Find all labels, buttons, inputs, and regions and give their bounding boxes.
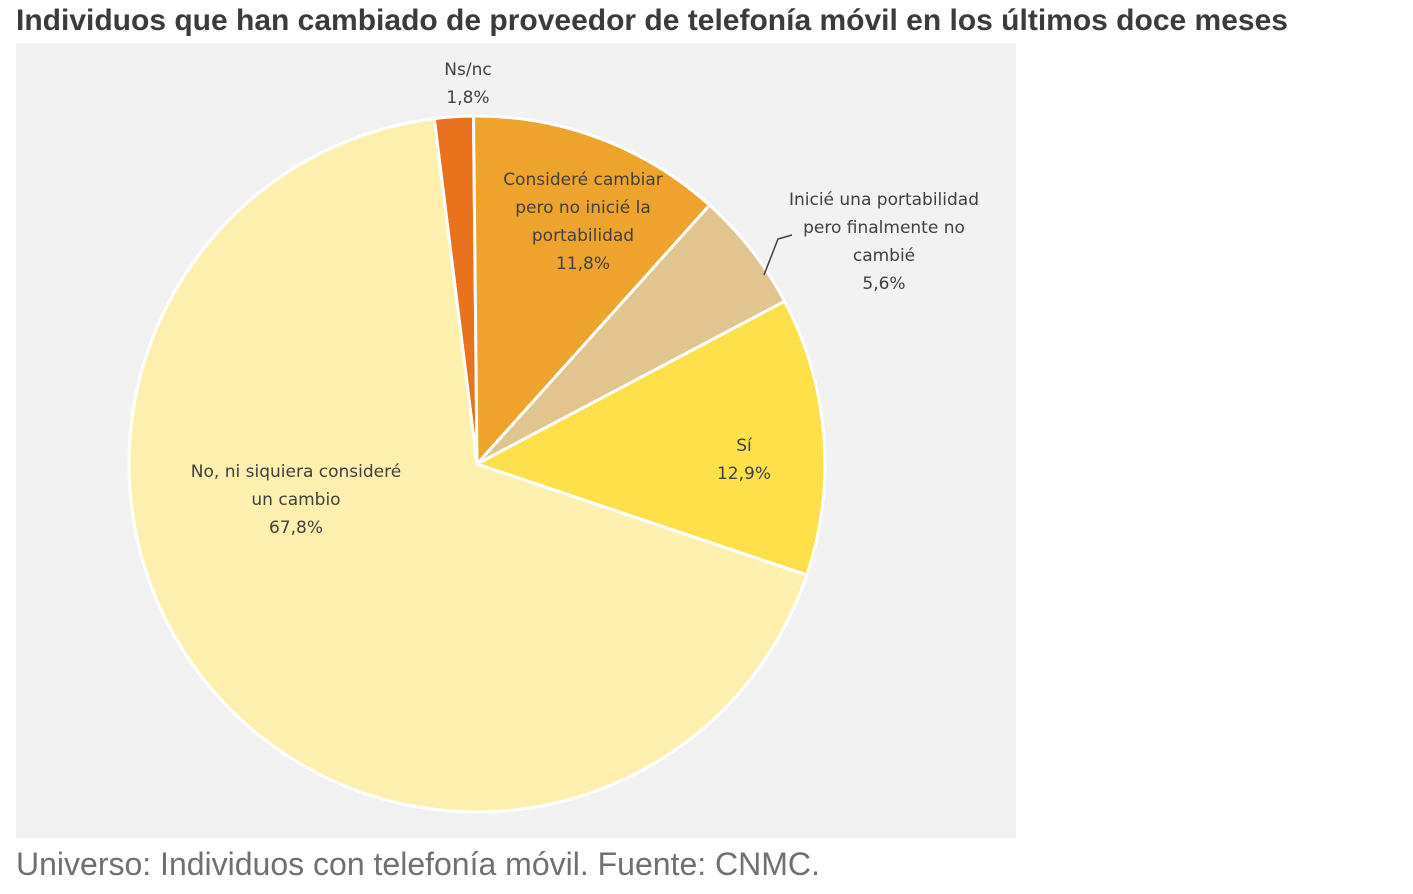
slice-value-label: 67,8%: [269, 518, 323, 538]
source-caption: Universo: Individuos con telefonía móvil…: [16, 846, 820, 882]
slice-value-label: 1,8%: [446, 88, 489, 108]
slice-name-label: No, ni siquiera consideré: [191, 462, 401, 482]
slice-label-3: Sí 12,9%: [717, 436, 771, 484]
slice-label-0: Ns/nc 1,8%: [444, 60, 491, 108]
pie-chart: Ns/nc 1,8% Consideré cambiar pero no inicié…: [127, 60, 979, 814]
slice-value-label: 5,6%: [862, 274, 905, 294]
slice-name-label: Ns/nc: [444, 60, 491, 80]
slice-name-label: pero finalmente no: [803, 218, 965, 238]
slice-name-label: un cambio: [251, 490, 340, 510]
slice-name-label: portabilidad: [532, 226, 634, 246]
slice-name-label: Inicié una portabilidad: [789, 190, 979, 210]
slice-name-label: cambié: [853, 246, 915, 266]
slice-value-label: 12,9%: [717, 464, 771, 484]
slice-value-label: 11,8%: [556, 254, 610, 274]
pie-slice-4: [127, 116, 809, 814]
slice-name-label: Sí: [736, 436, 753, 456]
slice-name-label: pero no inicié la: [515, 198, 651, 218]
slice-label-2: Inicié una portabilidad pero finalmente n…: [789, 190, 979, 294]
slice-label-4: No, ni siquiera consideré un cambio 67,8%: [191, 462, 401, 538]
slice-label-1: Consideré cambiar pero no inicié la portab…: [503, 170, 663, 274]
leader-line: [763, 234, 793, 276]
pie-slice-3: [473, 299, 827, 577]
chart-title: Individuos que han cambiado de proveedor…: [16, 4, 1288, 37]
pie-slice-1: [472, 114, 712, 468]
slice-name-label: Consideré cambiar: [503, 170, 663, 190]
chart-area: Ns/nc 1,8% Consideré cambiar pero no inicié…: [16, 43, 1016, 838]
